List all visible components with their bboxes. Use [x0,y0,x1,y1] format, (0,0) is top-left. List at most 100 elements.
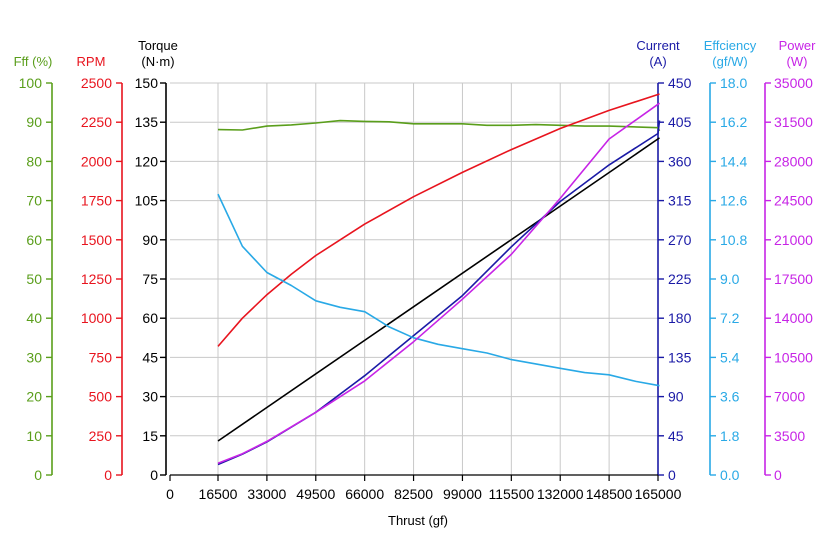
rpm-tick-label: 1000 [81,310,112,326]
current-tick-label: 180 [668,310,692,326]
x-tick-label: 16500 [199,486,238,502]
fff-tick-label: 30 [26,349,42,365]
rpm-tick-label: 2000 [81,153,112,169]
rpm-tick-label: 500 [89,389,113,405]
efficiency-tick-label: 14.4 [720,153,747,169]
efficiency-tick-label: 9.0 [720,271,740,287]
efficiency-axis-title: Effciency [704,38,757,53]
efficiency-series-line [217,193,660,387]
rpm-tick-label: 1250 [81,271,112,287]
power-axis-title: (W) [787,54,808,69]
current-tick-label: 405 [668,114,692,130]
rpm-tick-label: 0 [104,467,112,483]
efficiency-tick-label: 7.2 [720,310,740,326]
torque-axis-title: Torque [138,38,178,53]
power-series-line [217,102,660,464]
efficiency-axis-title: (gf/W) [712,54,747,69]
x-tick-label: 0 [166,486,174,502]
efficiency-tick-label: 16.2 [720,114,747,130]
current-tick-label: 0 [668,467,676,483]
power-tick-label: 17500 [774,271,813,287]
fff-tick-label: 10 [26,428,42,444]
efficiency-tick-label: 18.0 [720,75,747,91]
torque-tick-label: 135 [135,114,159,130]
fff-tick-label: 80 [26,153,42,169]
torque-series-line [217,137,660,442]
current-series-line [217,120,661,466]
current-tick-label: 135 [668,349,692,365]
efficiency-tick-label: 10.8 [720,232,747,248]
fff-tick-label: 20 [26,389,42,405]
x-tick-label: 82500 [394,486,433,502]
efficiency-tick-label: 3.6 [720,389,740,405]
x-tick-label: 132000 [537,486,584,502]
rpm-series-line [217,93,660,347]
current-tick-label: 315 [668,193,692,209]
current-axis-title: (A) [649,54,666,69]
rpm-tick-label: 1750 [81,193,112,209]
torque-tick-label: 120 [135,153,159,169]
x-tick-label: 148500 [586,486,633,502]
power-axis: 0 3500 7000 10500 14000 17500 21000 24500 28000 3… [764,38,816,483]
torque-axis: 0 15 30 45 60 75 90 105 120 135 150 Torque(N·m) [135,38,178,483]
current-tick-label: 225 [668,271,692,287]
power-tick-label: 3500 [774,428,805,444]
grid [170,82,658,476]
x-axis-title: Thrust (gf) [388,513,448,528]
efficiency-axis: 0.0 1.8 3.6 5.4 7.2 9.0 10.8 12.6 14.4 16.2 18.0 Ef… [704,38,757,483]
current-tick-label: 45 [668,428,684,444]
fff-tick-label: 0 [34,467,42,483]
current-tick-label: 270 [668,232,692,248]
fff-axis-title: Fff (%) [14,54,53,69]
fff-series-line [217,119,661,132]
fff-tick-label: 40 [26,310,42,326]
torque-tick-label: 15 [142,428,158,444]
power-tick-label: 7000 [774,389,805,405]
torque-tick-label: 75 [142,271,158,287]
rpm-tick-label: 1500 [81,232,112,248]
power-tick-label: 31500 [774,114,813,130]
efficiency-tick-label: 12.6 [720,193,747,209]
x-tick-label: 49500 [296,486,335,502]
x-tick-label: 99000 [443,486,482,502]
power-tick-label: 14000 [774,310,813,326]
power-tick-label: 24500 [774,193,813,209]
x-tick-label: 66000 [345,486,384,502]
current-axis-title: Current [636,38,680,53]
fff-tick-label: 70 [26,193,42,209]
current-tick-label: 90 [668,389,684,405]
rpm-axis: 0 250 500 750 1000 1250 1500 1750 2000 2250 2500 RP… [77,54,123,483]
x-tick-label: 33000 [247,486,286,502]
efficiency-tick-label: 0.0 [720,467,740,483]
torque-tick-label: 30 [142,389,158,405]
torque-tick-label: 105 [135,193,159,209]
rpm-tick-label: 250 [89,428,113,444]
current-axis: 0 45 90 135 180 225 270 315 360 405 450 Current(A) [636,38,691,483]
torque-axis-title: (N·m) [141,54,174,69]
x-tick-label: 115500 [488,486,534,502]
torque-tick-label: 150 [135,75,159,91]
current-tick-label: 450 [668,75,692,91]
efficiency-tick-label: 1.8 [720,428,740,444]
rpm-tick-label: 2500 [81,75,112,91]
rpm-axis-title: RPM [77,54,106,69]
current-tick-label: 360 [668,153,692,169]
fff-tick-label: 100 [19,75,43,91]
torque-tick-label: 60 [142,310,158,326]
torque-tick-label: 45 [142,349,158,365]
torque-tick-label: 90 [142,232,158,248]
rpm-tick-label: 2250 [81,114,112,130]
power-tick-label: 21000 [774,232,813,248]
rpm-tick-label: 750 [89,349,113,365]
fff-tick-label: 90 [26,114,42,130]
power-tick-label: 35000 [774,75,813,91]
power-tick-label: 28000 [774,153,813,169]
fff-tick-label: 60 [26,232,42,248]
power-tick-label: 10500 [774,349,813,365]
x-axis: 0 16500 33000 49500 66000 82500 99000 115500 132… [166,474,682,502]
torque-tick-label: 0 [150,467,158,483]
fff-tick-label: 50 [26,271,42,287]
efficiency-tick-label: 5.4 [720,349,740,365]
